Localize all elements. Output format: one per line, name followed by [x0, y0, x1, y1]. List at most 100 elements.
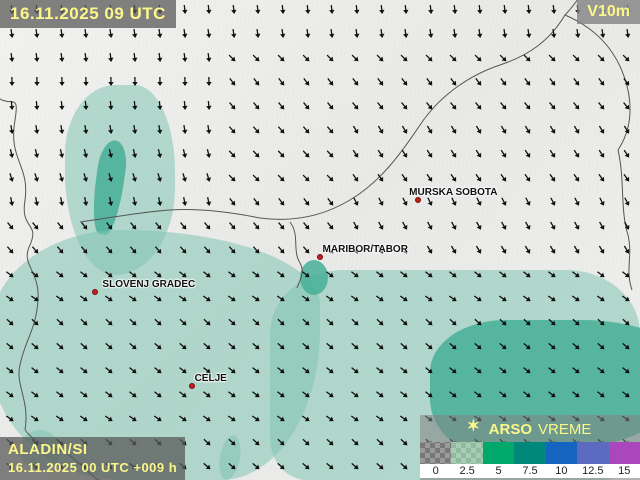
wind-arrow: [572, 245, 586, 259]
wind-arrow: [375, 221, 389, 235]
wind-arrow: [227, 101, 241, 115]
wind-arrow: [522, 389, 536, 403]
wind-arrow: [448, 365, 462, 379]
wind-arrow: [5, 365, 19, 379]
weather-map: MURSKA SOBOTA MARIBOR/TABOR SLOVENJ GRAD…: [0, 0, 640, 480]
wind-arrow: [375, 413, 389, 427]
city-dot-maribor[interactable]: [317, 254, 323, 260]
wind-arrow: [56, 103, 67, 114]
wind-arrow: [301, 413, 315, 427]
wind-arrow: [301, 365, 315, 379]
wind-arrow: [350, 413, 364, 427]
wind-arrow: [498, 245, 512, 259]
wind-arrow: [350, 101, 364, 115]
wind-arrow: [350, 125, 364, 139]
wind-arrow: [375, 245, 389, 259]
wind-arrow: [104, 245, 118, 259]
wind-arrow: [450, 30, 461, 41]
wind-arrow: [522, 53, 536, 67]
wind-arrow: [276, 221, 290, 235]
wind-arrow: [104, 293, 118, 307]
wind-speed-region-low: [216, 434, 244, 480]
wind-arrow: [350, 341, 364, 355]
wind-arrow: [522, 221, 536, 235]
wind-arrow: [424, 197, 437, 210]
wind-arrow: [325, 389, 339, 403]
wind-arrow: [178, 365, 192, 379]
wind-arrow: [79, 365, 93, 379]
wind-arrow: [399, 413, 413, 427]
wind-arrow: [547, 293, 561, 307]
wind-arrow: [32, 79, 42, 89]
wind-arrow: [498, 317, 512, 331]
wind-arrow: [56, 198, 68, 210]
wind-arrow: [596, 77, 610, 91]
wind-arrow: [228, 7, 239, 18]
wind-arrow: [227, 269, 241, 283]
wind-arrow: [350, 389, 364, 403]
wind-arrow: [548, 7, 559, 18]
wind-arrow: [6, 150, 18, 162]
wind-arrow: [621, 77, 635, 91]
wind-arrow: [251, 461, 265, 475]
wind-arrow: [253, 30, 264, 41]
wind-arrow: [424, 389, 438, 403]
wind-arrow: [301, 125, 315, 139]
wind-arrow: [56, 54, 67, 65]
wind-arrow: [251, 293, 265, 307]
wind-arrow: [325, 341, 339, 355]
wind-arrow: [473, 125, 487, 139]
wind-arrow: [178, 389, 192, 403]
wind-arrow: [325, 149, 339, 163]
wind-arrow: [30, 269, 44, 283]
legend-tick-labels: 0 2.5 5 7.5 10 12.5 15: [420, 464, 640, 478]
wind-arrow: [547, 125, 561, 139]
wind-arrow: [547, 53, 561, 67]
wind-arrow: [79, 221, 93, 235]
wind-arrow: [55, 269, 69, 283]
wind-arrow: [6, 198, 18, 210]
wind-arrow: [153, 245, 167, 259]
wind-arrow: [154, 150, 166, 162]
wind-arrow: [251, 101, 265, 115]
wind-arrow: [253, 7, 264, 18]
wind-arrow: [327, 7, 338, 18]
city-dot-celje[interactable]: [189, 383, 195, 389]
city-dot-mursko-sobota[interactable]: [415, 197, 421, 203]
wind-arrow: [374, 341, 388, 355]
wind-arrow: [473, 389, 487, 403]
wind-arrow: [301, 53, 315, 67]
wind-arrow: [399, 149, 413, 163]
wind-arrow: [155, 103, 166, 114]
wind-arrow: [473, 149, 487, 163]
wind-arrow: [55, 293, 69, 307]
wind-arrow: [55, 413, 69, 427]
wind-arrow: [596, 365, 610, 379]
wind-arrow: [30, 413, 44, 427]
wind-arrow: [424, 341, 438, 355]
wind-arrow: [350, 221, 364, 235]
wind-arrow: [56, 126, 67, 137]
wind-arrow: [571, 341, 585, 355]
wind-arrow: [227, 293, 241, 307]
city-dot-slovenj-gradec[interactable]: [92, 289, 98, 295]
wind-arrow: [424, 77, 438, 91]
wind-arrow: [350, 173, 364, 187]
wind-arrow: [522, 197, 535, 210]
wind-arrow: [400, 30, 411, 41]
wind-arrow: [596, 293, 610, 307]
wind-arrow: [621, 53, 635, 67]
wind-arrow: [154, 54, 165, 65]
wind-arrow: [81, 79, 91, 89]
wind-arrow: [498, 125, 512, 139]
wind-arrow: [301, 437, 315, 451]
wind-arrow: [31, 126, 42, 137]
wind-arrow: [153, 389, 167, 403]
wind-arrow: [522, 125, 536, 139]
wind-arrow: [105, 174, 117, 186]
wind-arrow: [202, 317, 216, 331]
wind-arrow: [80, 30, 91, 41]
wind-arrow: [105, 126, 116, 137]
wind-arrow: [301, 461, 315, 475]
wind-arrow: [128, 221, 142, 235]
